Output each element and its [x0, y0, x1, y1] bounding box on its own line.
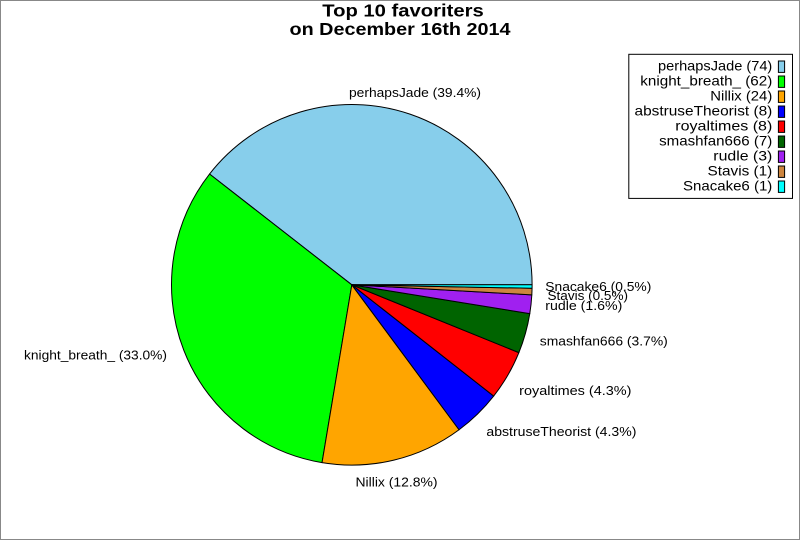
svg-text:Top 10 favoriters: Top 10 favoriters	[322, 0, 484, 20]
svg-text:rudle (3): rudle (3)	[713, 148, 772, 163]
svg-text:Stavis (1): Stavis (1)	[708, 163, 773, 178]
svg-text:perhapsJade (74): perhapsJade (74)	[658, 58, 772, 73]
svg-text:on December 16th 2014: on December 16th 2014	[290, 19, 511, 39]
svg-text:abstruseTheorist (4.3%): abstruseTheorist (4.3%)	[486, 425, 636, 439]
svg-text:knight_breath_ (62): knight_breath_ (62)	[640, 73, 772, 88]
svg-text:knight_breath_ (33.0%): knight_breath_ (33.0%)	[24, 349, 167, 363]
svg-text:abstruseTheorist (8): abstruseTheorist (8)	[635, 103, 773, 118]
svg-text:perhapsJade (39.4%): perhapsJade (39.4%)	[349, 86, 481, 100]
svg-text:Nillix (24): Nillix (24)	[710, 88, 772, 103]
svg-text:rudle (1.6%): rudle (1.6%)	[545, 299, 622, 313]
svg-text:Snacake6 (0.5%): Snacake6 (0.5%)	[545, 280, 651, 294]
svg-text:Nillix (12.8%): Nillix (12.8%)	[356, 476, 438, 490]
svg-text:Stavis (0.5%): Stavis (0.5%)	[548, 289, 629, 303]
svg-text:Snacake6 (1): Snacake6 (1)	[683, 178, 772, 193]
svg-text:smashfan666 (7): smashfan666 (7)	[659, 133, 772, 148]
svg-text:royaltimes (4.3%): royaltimes (4.3%)	[519, 384, 631, 398]
svg-text:royaltimes (8): royaltimes (8)	[675, 118, 772, 133]
svg-text:smashfan666 (3.7%): smashfan666 (3.7%)	[540, 335, 668, 349]
